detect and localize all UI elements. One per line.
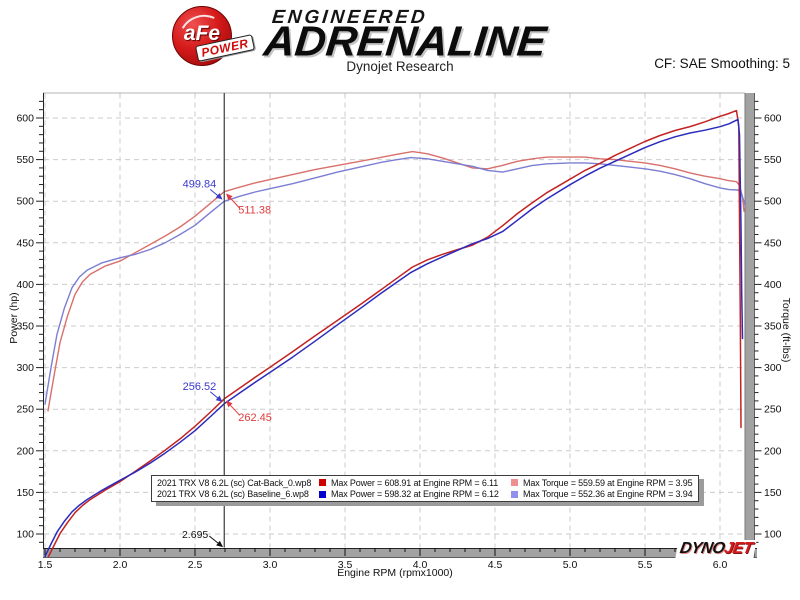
torque-swatch-icon	[511, 490, 518, 498]
legend-run-name: 2021 TRX V8 6.2L (sc) Cat-Back_0.wp8	[157, 477, 312, 488]
svg-text:350: 350	[764, 321, 782, 333]
svg-text:400: 400	[764, 279, 782, 291]
svg-text:200: 200	[16, 445, 34, 457]
svg-text:450: 450	[16, 237, 34, 249]
legend-max-torque: Max Torque = 552.36 at Engine RPM = 3.94	[523, 489, 693, 500]
legend-box: 2021 TRX V8 6.2L (sc) Cat-Back_0.wp8 Max…	[151, 475, 699, 502]
svg-text:400: 400	[16, 279, 34, 291]
dynojet-logo: DYNOJET	[675, 540, 757, 558]
svg-text:3.0: 3.0	[263, 559, 278, 571]
right-axis-title: Torque (ft-lbs)	[780, 297, 792, 363]
svg-text:6.0: 6.0	[713, 559, 728, 571]
svg-text:499.84: 499.84	[183, 178, 217, 190]
svg-text:550: 550	[764, 154, 782, 166]
chart-subtitle: Dynojet Research	[346, 59, 454, 74]
power-swatch-icon	[319, 490, 326, 498]
report-header: aFe POWER ENGINEERED ADRENALINE Dynojet …	[0, 0, 800, 80]
dynojet-logo-jet: JET	[722, 540, 754, 557]
svg-text:600: 600	[764, 113, 782, 125]
legend-max-torque: Max Torque = 559.59 at Engine RPM = 3.95	[523, 477, 693, 488]
svg-text:5.5: 5.5	[638, 559, 653, 571]
svg-text:200: 200	[764, 445, 782, 457]
svg-text:262.45: 262.45	[238, 412, 272, 424]
svg-text:600: 600	[16, 113, 34, 125]
svg-text:2.0: 2.0	[113, 559, 128, 571]
svg-text:500: 500	[764, 196, 782, 208]
legend-row-catback: 2021 TRX V8 6.2L (sc) Cat-Back_0.wp8 Max…	[152, 477, 698, 489]
svg-text:450: 450	[764, 237, 782, 249]
svg-text:1.5: 1.5	[38, 559, 53, 571]
svg-text:100: 100	[16, 529, 34, 541]
svg-text:150: 150	[16, 487, 34, 499]
svg-text:100: 100	[764, 529, 782, 541]
svg-text:5.0: 5.0	[563, 559, 578, 571]
svg-text:500: 500	[16, 196, 34, 208]
svg-text:300: 300	[764, 362, 782, 374]
legend-max-power: Max Power = 598.32 at Engine RPM = 6.12	[331, 489, 499, 500]
svg-text:550: 550	[16, 154, 34, 166]
left-axis-title: Power (hp)	[8, 292, 20, 344]
torque-swatch-icon	[511, 479, 518, 487]
svg-text:4.5: 4.5	[488, 559, 503, 571]
svg-text:250: 250	[764, 404, 782, 416]
svg-text:2.695: 2.695	[182, 529, 208, 541]
afe-logo-text: aFe	[183, 22, 221, 45]
svg-text:350: 350	[16, 321, 34, 333]
svg-text:300: 300	[16, 362, 34, 374]
correction-factor-label: CF: SAE Smoothing: 5	[654, 56, 790, 71]
svg-text:256.52: 256.52	[183, 381, 217, 393]
svg-text:2.5: 2.5	[188, 559, 203, 571]
svg-text:511.38: 511.38	[238, 205, 271, 217]
svg-text:3.5: 3.5	[338, 559, 353, 571]
svg-text:4.0: 4.0	[413, 559, 428, 571]
x-axis-title: Engine RPM (rpmx1000)	[337, 567, 453, 579]
legend-run-name: 2021 TRX V8 6.2L (sc) Baseline_6.wp8	[157, 489, 309, 500]
legend-max-power: Max Power = 608.91 at Engine RPM = 6.11	[331, 477, 499, 488]
legend-row-baseline: 2021 TRX V8 6.2L (sc) Baseline_6.wp8 Max…	[152, 489, 698, 501]
svg-text:250: 250	[16, 404, 34, 416]
dynojet-logo-dyno: DYNO	[678, 540, 726, 557]
svg-text:150: 150	[764, 487, 782, 499]
power-swatch-icon	[319, 479, 326, 487]
